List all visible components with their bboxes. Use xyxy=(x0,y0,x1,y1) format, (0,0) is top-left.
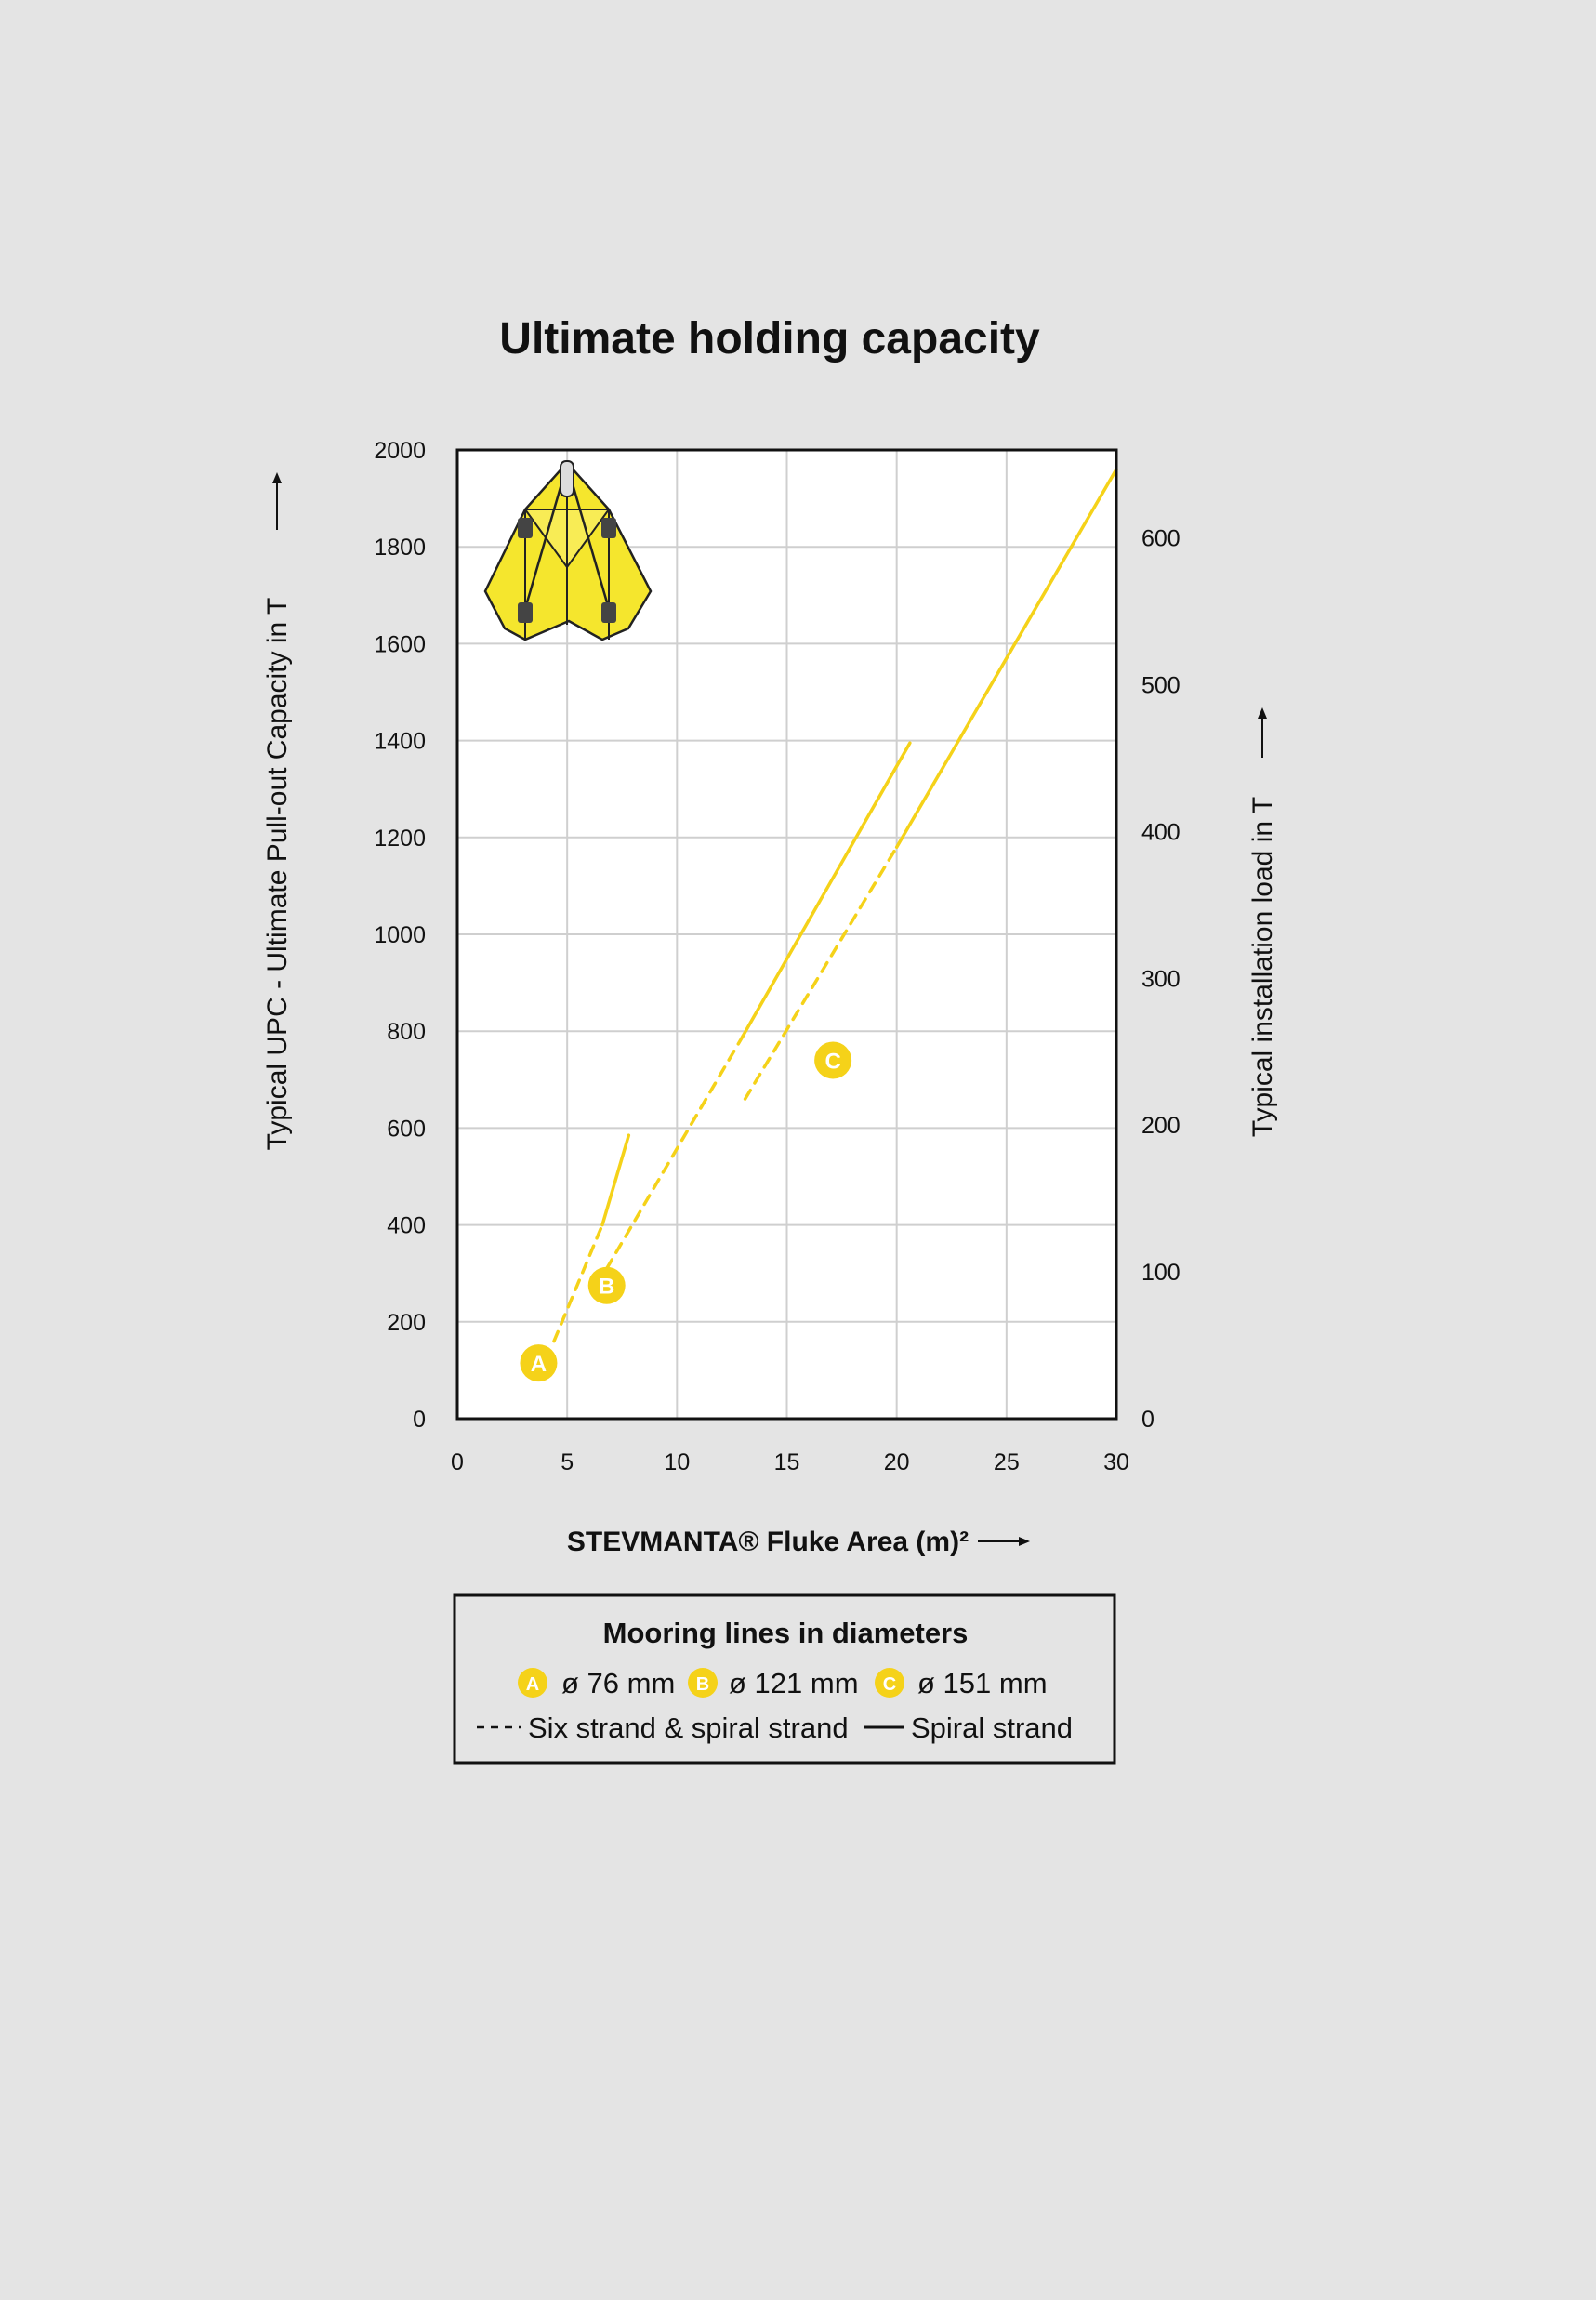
badge-letter: B xyxy=(599,1275,614,1300)
series-line-b-dashed xyxy=(604,1034,745,1271)
legend-badge-a xyxy=(518,1668,547,1698)
series-line-a-solid xyxy=(600,1133,631,1227)
y-tick-right-label: 400 xyxy=(1141,819,1181,845)
x-ticks: 0 5 10 15 20 25 30 xyxy=(451,1449,1129,1475)
legend-title: Mooring lines in diameters xyxy=(603,1617,969,1649)
x-tick-label: 15 xyxy=(774,1449,800,1475)
legend-badge-letter: A xyxy=(526,1674,539,1695)
left-axis-label-group: Typical UPC - Ultimate Pull-out Capacity… xyxy=(262,472,293,1150)
y-ticks-right: 0 100 200 300 400 500 600 xyxy=(1141,526,1181,1433)
right-axis-label-group: Typical installation load in T xyxy=(1247,707,1278,1137)
x-axis-arrow-icon xyxy=(978,1537,1030,1546)
legend-dashed-label: Six strand & spiral strand xyxy=(528,1712,849,1744)
legend-badge-letter: C xyxy=(883,1674,896,1695)
badge-letter: C xyxy=(824,1049,840,1074)
legend-item-label: ø 121 mm xyxy=(729,1667,859,1699)
plot-frame xyxy=(455,448,1118,1421)
x-tick-label: 0 xyxy=(451,1449,464,1475)
badge-a xyxy=(520,1344,558,1382)
y-tick-left-label: 1600 xyxy=(374,631,426,657)
series-line-c-dashed xyxy=(743,845,899,1101)
y-tick-left-label: 1000 xyxy=(374,922,426,948)
y-tick-right-label: 300 xyxy=(1141,966,1181,992)
legend-box xyxy=(453,1593,1116,1765)
y-tick-left-label: 800 xyxy=(387,1019,426,1045)
legend-solid-label: Spiral strand xyxy=(911,1712,1073,1744)
y-tick-left-label: 1400 xyxy=(374,729,426,755)
y-ticks-left: 0 200 400 600 800 1000 1200 1400 1600 1800 2000 xyxy=(374,438,426,1433)
x-tick-label: 5 xyxy=(561,1449,574,1475)
left-axis-label: Typical UPC - Ultimate Pull-out Capacity… xyxy=(262,598,293,1151)
y-tick-left-label: 600 xyxy=(387,1116,426,1142)
legend-badge-letter: B xyxy=(696,1674,709,1695)
series-lines xyxy=(552,468,1118,1343)
legend-line-styles: Six strand & spiral strand Spiral strand xyxy=(477,1712,1073,1744)
y-tick-left-label: 200 xyxy=(387,1310,426,1336)
legend-badge-c xyxy=(875,1668,904,1698)
y-tick-right-label: 600 xyxy=(1141,526,1181,552)
x-tick-label: 10 xyxy=(664,1449,690,1475)
grid xyxy=(457,450,1116,1419)
legend-badge-b xyxy=(688,1668,718,1698)
stevmanta-anchor-icon xyxy=(483,460,653,641)
x-axis-label: STEVMANTA® Fluke Area (m)² xyxy=(567,1527,969,1557)
y-tick-left-label: 2000 xyxy=(374,438,426,464)
y-tick-left-label: 1200 xyxy=(374,826,426,852)
legend-item-label: ø 76 mm xyxy=(561,1667,675,1699)
x-tick-label: 25 xyxy=(994,1449,1020,1475)
y-tick-right-label: 500 xyxy=(1141,673,1181,699)
y-tick-right-label: 0 xyxy=(1141,1407,1154,1433)
x-tick-label: 20 xyxy=(884,1449,910,1475)
series-line-c-solid xyxy=(894,468,1118,849)
series-line-a-dashed xyxy=(552,1223,604,1343)
chart-title: Ultimate holding capacity xyxy=(499,314,1040,364)
badge-letter: A xyxy=(531,1352,547,1377)
legend-item-label: ø 151 mm xyxy=(917,1667,1048,1699)
badge-c xyxy=(814,1041,852,1079)
y-tick-left-label: 0 xyxy=(413,1407,426,1433)
y-tick-right-label: 100 xyxy=(1141,1260,1181,1286)
right-axis-label: Typical installation load in T xyxy=(1247,797,1278,1137)
badge-b xyxy=(587,1266,626,1304)
x-tick-label: 30 xyxy=(1103,1449,1129,1475)
y-tick-right-label: 200 xyxy=(1141,1113,1181,1139)
series-line-b-solid xyxy=(741,741,912,1038)
y-tick-left-label: 400 xyxy=(387,1213,426,1239)
series-badges: A B C xyxy=(520,1041,852,1382)
y-tick-left-label: 1800 xyxy=(374,535,426,561)
